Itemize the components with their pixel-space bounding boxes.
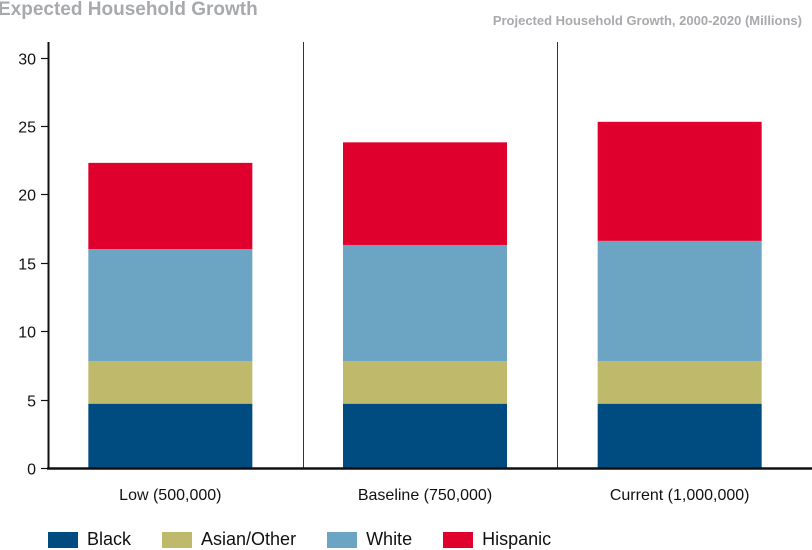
y-tick-label: 20 xyxy=(18,188,36,205)
legend-item: Asian/Other xyxy=(162,529,296,550)
x-category-label: Low (500,000) xyxy=(119,487,221,504)
bar-segment-white xyxy=(343,244,507,362)
chart-subtitle: Projected Household Growth, 2000-2020 (M… xyxy=(492,13,802,28)
legend-label: Black xyxy=(87,529,132,549)
bar-segment-asian-other xyxy=(597,361,762,404)
legend-item: Hispanic xyxy=(443,529,551,550)
legend-swatch xyxy=(48,531,78,548)
legend-swatch xyxy=(162,531,193,548)
bar-segment-black xyxy=(88,403,253,468)
legend-item: Black xyxy=(48,529,131,550)
legend-label: White xyxy=(366,529,413,549)
legend-label: Hispanic xyxy=(482,529,552,549)
bar-segment-black xyxy=(597,403,762,468)
bar-segment-asian-other xyxy=(88,361,253,404)
x-category-label: Current (1,000,000) xyxy=(610,487,750,504)
y-tick-label: 0 xyxy=(27,462,36,479)
y-tick-label: 10 xyxy=(18,325,36,342)
legend-item: White xyxy=(327,529,412,550)
legend-label: Asian/Other xyxy=(201,529,297,549)
y-tick-label: 25 xyxy=(18,120,36,137)
bar-segment-hispanic xyxy=(343,142,507,245)
bar-segment-hispanic xyxy=(88,162,253,250)
bar-segment-white xyxy=(88,249,253,362)
bar-segment-asian-other xyxy=(343,361,507,404)
bar-segment-black xyxy=(343,403,507,468)
page-title: Expected Household Growth xyxy=(0,0,258,20)
legend-swatch xyxy=(443,531,474,548)
y-tick-label: 5 xyxy=(27,394,36,411)
chart-legend: Black Asian/Other White Hispanic xyxy=(48,529,582,550)
y-tick-label: 15 xyxy=(18,257,36,274)
x-category-label: Baseline (750,000) xyxy=(358,487,492,504)
bar-segment-white xyxy=(597,240,762,362)
y-tick-label: 30 xyxy=(18,52,36,69)
legend-swatch xyxy=(327,531,358,548)
bar-segment-hispanic xyxy=(597,121,762,241)
